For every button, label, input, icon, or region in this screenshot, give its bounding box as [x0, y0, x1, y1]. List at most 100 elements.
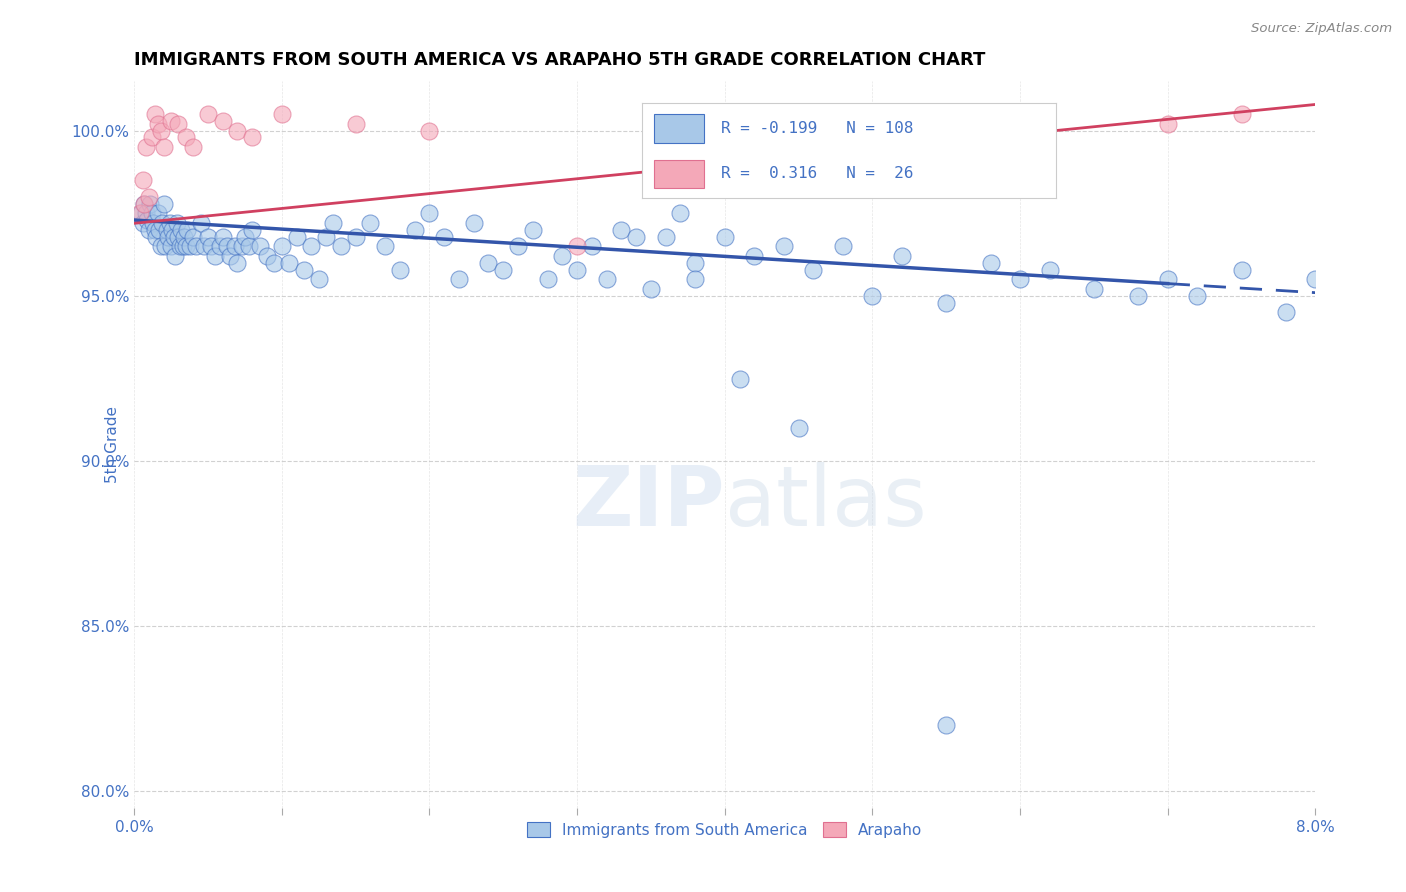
- Point: [167, 229, 190, 244]
- Point: [551, 249, 574, 263]
- Point: [640, 282, 662, 296]
- Point: [181, 140, 204, 154]
- Point: [1275, 305, 1298, 319]
- Legend: Immigrants from South America, Arapaho: Immigrants from South America, Arapaho: [522, 815, 928, 844]
- Point: [190, 216, 212, 230]
- Text: ZIP: ZIP: [572, 462, 724, 543]
- Point: [285, 229, 308, 244]
- Point: [278, 256, 301, 270]
- Point: [728, 371, 751, 385]
- Point: [344, 229, 367, 244]
- Point: [160, 239, 183, 253]
- Point: [129, 206, 152, 220]
- Point: [208, 239, 231, 253]
- Point: [150, 216, 173, 230]
- Point: [329, 239, 352, 253]
- Point: [219, 249, 242, 263]
- Point: [404, 223, 426, 237]
- Point: [890, 249, 912, 263]
- Point: [152, 196, 174, 211]
- Point: [1187, 289, 1209, 303]
- Point: [322, 216, 344, 230]
- Point: [200, 239, 222, 253]
- Point: [193, 239, 215, 253]
- Point: [162, 223, 184, 237]
- Point: [179, 239, 201, 253]
- Point: [1083, 282, 1105, 296]
- Point: [1157, 272, 1180, 286]
- Point: [1230, 262, 1253, 277]
- Point: [165, 249, 187, 263]
- Point: [238, 239, 260, 253]
- Point: [134, 196, 156, 211]
- Point: [146, 206, 169, 220]
- Point: [169, 239, 191, 253]
- Point: [160, 114, 183, 128]
- Point: [173, 229, 195, 244]
- Point: [166, 216, 188, 230]
- Point: [359, 216, 381, 230]
- Point: [860, 289, 883, 303]
- Point: [299, 239, 322, 253]
- Point: [145, 229, 167, 244]
- Point: [149, 124, 172, 138]
- Point: [155, 223, 177, 237]
- Point: [226, 124, 249, 138]
- Point: [447, 272, 470, 286]
- Point: [433, 229, 456, 244]
- Point: [1157, 117, 1180, 131]
- Text: atlas: atlas: [724, 462, 927, 543]
- Point: [418, 206, 440, 220]
- Point: [292, 262, 315, 277]
- Point: [595, 272, 617, 286]
- Point: [256, 249, 278, 263]
- Point: [683, 256, 706, 270]
- Point: [176, 223, 198, 237]
- Point: [174, 130, 197, 145]
- Point: [163, 229, 186, 244]
- Point: [263, 256, 285, 270]
- Point: [1010, 107, 1032, 121]
- Point: [135, 206, 157, 220]
- Point: [249, 239, 271, 253]
- Point: [211, 114, 233, 128]
- Point: [463, 216, 485, 230]
- Point: [157, 229, 180, 244]
- Point: [565, 239, 588, 253]
- Point: [224, 239, 246, 253]
- Point: [159, 216, 181, 230]
- Point: [174, 239, 197, 253]
- Point: [772, 239, 794, 253]
- Point: [184, 239, 207, 253]
- Point: [138, 190, 160, 204]
- Point: [1230, 107, 1253, 121]
- Point: [141, 130, 163, 145]
- Text: Source: ZipAtlas.com: Source: ZipAtlas.com: [1251, 22, 1392, 36]
- Point: [132, 216, 155, 230]
- Text: IMMIGRANTS FROM SOUTH AMERICA VS ARAPAHO 5TH GRADE CORRELATION CHART: IMMIGRANTS FROM SOUTH AMERICA VS ARAPAHO…: [134, 51, 986, 69]
- Point: [270, 107, 292, 121]
- Point: [522, 223, 544, 237]
- Point: [787, 421, 810, 435]
- Point: [935, 718, 957, 732]
- Point: [506, 239, 529, 253]
- Point: [231, 239, 253, 253]
- Point: [143, 107, 166, 121]
- Point: [1010, 272, 1032, 286]
- Point: [1305, 272, 1327, 286]
- Point: [139, 196, 162, 211]
- Point: [143, 223, 166, 237]
- Point: [141, 206, 163, 220]
- Point: [148, 223, 170, 237]
- Point: [581, 239, 603, 253]
- Point: [181, 229, 204, 244]
- Point: [610, 223, 633, 237]
- Point: [197, 107, 219, 121]
- Point: [980, 256, 1002, 270]
- Point: [344, 117, 367, 131]
- Point: [742, 249, 765, 263]
- Point: [374, 239, 396, 253]
- Point: [153, 239, 176, 253]
- Point: [418, 124, 440, 138]
- Point: [388, 262, 411, 277]
